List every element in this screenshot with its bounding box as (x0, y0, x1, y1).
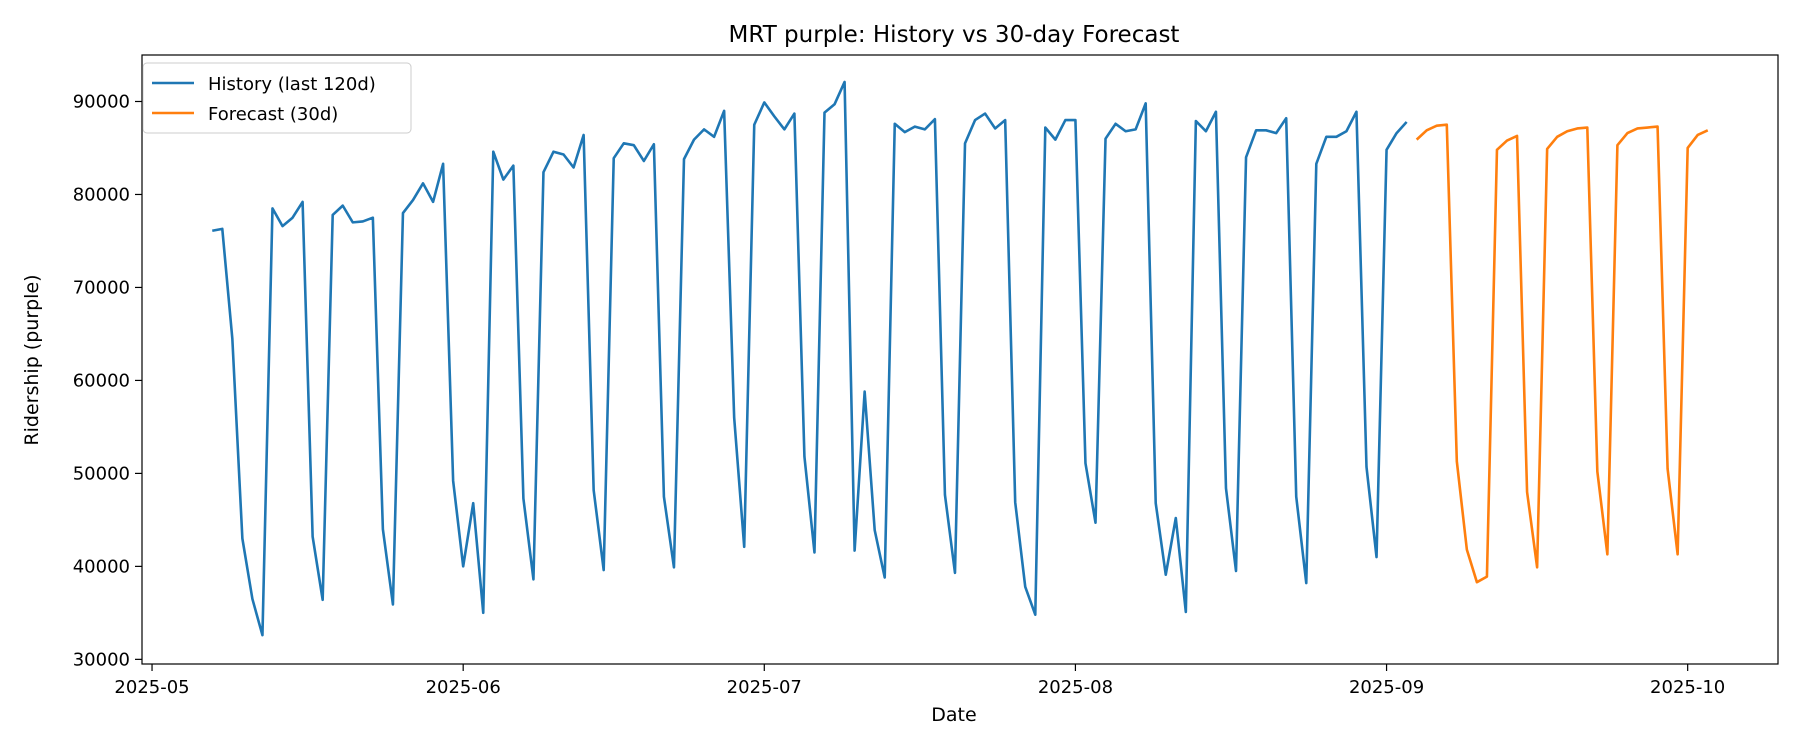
y-tick-label: 90000 (73, 91, 130, 112)
y-tick-label: 50000 (73, 463, 130, 484)
y-axis-label: Ridership (purple) (21, 274, 43, 445)
y-tick-label: 60000 (73, 370, 130, 391)
y-tick-label: 80000 (73, 184, 130, 205)
plot-frame (141, 54, 1779, 665)
legend-label-history: History (last 120d) (208, 74, 376, 95)
x-axis-label: Date (931, 704, 976, 726)
y-tick-label: 40000 (73, 556, 130, 577)
series-layer (212, 80, 1709, 637)
y-tick-label: 70000 (73, 277, 130, 298)
x-tick-label: 2025-05 (114, 677, 189, 698)
series-line-0 (212, 80, 1408, 637)
axes-layer: 2025-05 2025-06 2025-07 2025-08 2025-09 2025-… (73, 91, 1726, 698)
x-tick-label: 2025-06 (426, 677, 501, 698)
legend-label-forecast: Forecast (30d) (208, 104, 338, 125)
y-tick-label: 30000 (73, 649, 130, 670)
legend: History (last 120d) Forecast (30d) (142, 62, 412, 134)
legend-box (142, 62, 412, 134)
x-tick-label: 2025-08 (1038, 677, 1113, 698)
x-tick-label: 2025-07 (727, 677, 802, 698)
series-line-1 (1415, 123, 1709, 584)
chart-title: MRT purple: History vs 30-day Forecast (729, 22, 1180, 48)
x-tick-label: 2025-10 (1650, 677, 1725, 698)
x-tick-label: 2025-09 (1349, 677, 1424, 698)
